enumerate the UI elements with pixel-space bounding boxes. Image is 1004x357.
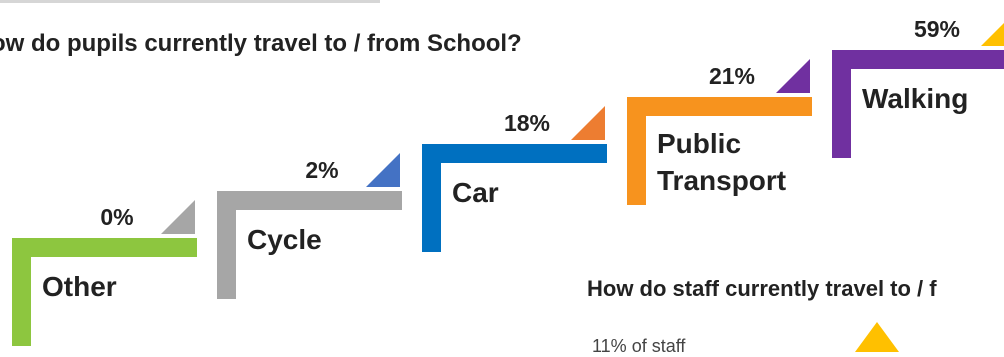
step-riser-car bbox=[422, 144, 441, 252]
value-label-other: 0% bbox=[100, 204, 134, 230]
value-label-public-transport: 21% bbox=[708, 63, 756, 89]
staff-section-title: How do staff currently travel to / f bbox=[587, 276, 937, 301]
staff-triangle-marker bbox=[855, 322, 899, 352]
step-tread-cycle bbox=[217, 191, 402, 210]
category-label-other: Other bbox=[42, 271, 117, 302]
step-tread-other bbox=[12, 238, 197, 257]
step-marker-walking bbox=[981, 23, 1004, 46]
top-divider bbox=[0, 0, 380, 3]
step-marker-public-transport bbox=[776, 59, 810, 93]
step-riser-public-transport bbox=[627, 97, 646, 205]
step-marker-cycle bbox=[366, 153, 400, 187]
step-tread-public-transport bbox=[627, 97, 812, 116]
category-label-cycle: Cycle bbox=[247, 224, 322, 255]
step-marker-other bbox=[161, 200, 195, 234]
category-label-public-transport: Public Transport bbox=[657, 128, 787, 196]
staff-note: 11% of staff bbox=[592, 336, 686, 356]
step-riser-cycle bbox=[217, 191, 236, 299]
step-tread-walking bbox=[832, 50, 1004, 69]
value-label-cycle: 2% bbox=[305, 157, 339, 183]
step-tread-car bbox=[422, 144, 607, 163]
category-label-walking: Walking bbox=[862, 83, 969, 114]
value-label-walking: 59% bbox=[913, 16, 961, 42]
chart-title: ow do pupils currently travel to / from … bbox=[0, 30, 522, 57]
step-riser-other bbox=[12, 238, 31, 346]
step-marker-car bbox=[571, 106, 605, 140]
step-riser-walking bbox=[832, 50, 851, 158]
category-label-car: Car bbox=[452, 177, 499, 208]
value-label-car: 18% bbox=[503, 110, 551, 136]
